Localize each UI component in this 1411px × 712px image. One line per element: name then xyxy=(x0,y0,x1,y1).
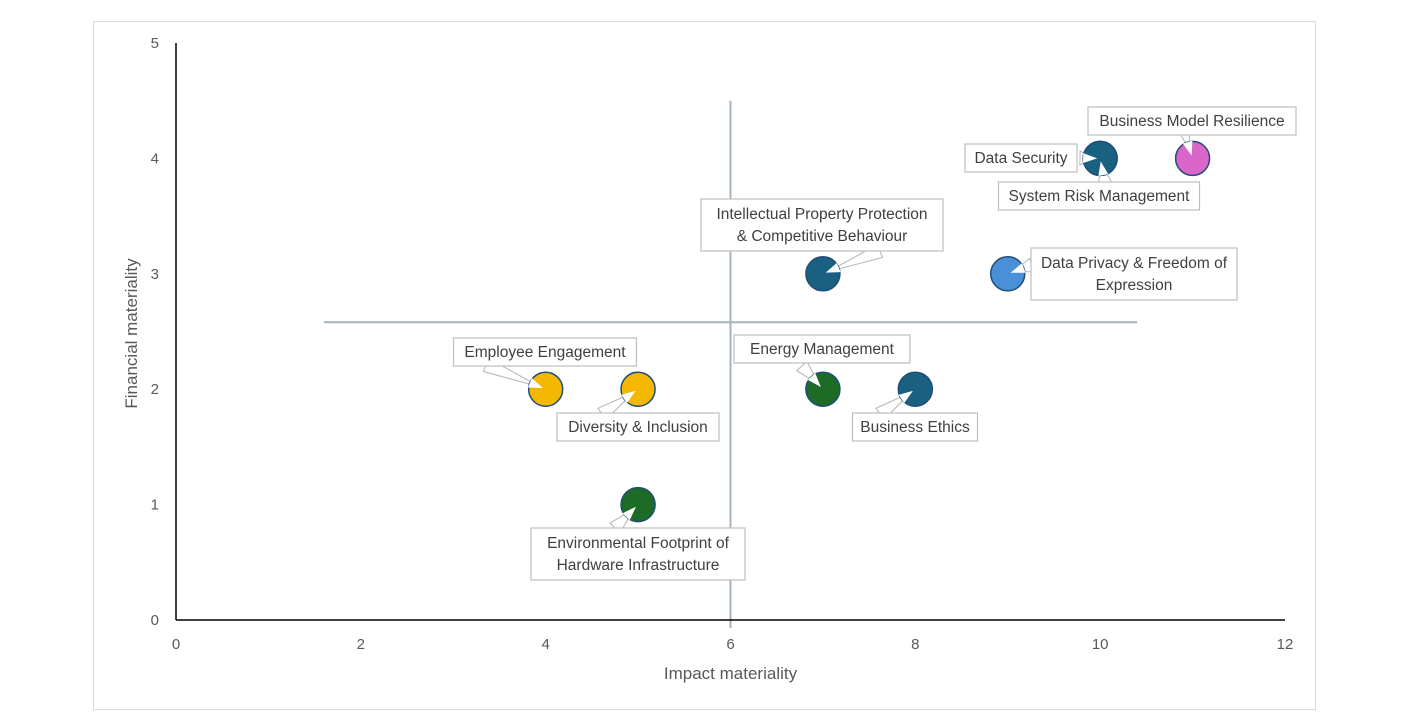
callout-box xyxy=(964,143,1078,173)
point-callout: Data Security xyxy=(964,143,1096,173)
scatter-point xyxy=(805,256,841,292)
point-callout: System Risk Management xyxy=(997,162,1201,211)
point-label: Business Ethics xyxy=(860,419,970,436)
point-callout: Environmental Footprint of Hardware Infra… xyxy=(530,507,746,581)
point-callout: Employee Engagement xyxy=(452,337,638,388)
point-label: & Competitive Behaviour xyxy=(737,228,908,245)
callout-pointer-tip xyxy=(621,390,636,403)
callout-box xyxy=(1030,247,1238,301)
point-label: Hardware Infrastructure xyxy=(557,557,720,574)
point-label: Environmental Footprint of xyxy=(547,535,729,552)
callout-pointer-tip xyxy=(1098,161,1109,177)
y-axis-title: Financial materiality xyxy=(122,258,141,409)
chart-frame xyxy=(93,21,1316,710)
point-label: Business Model Resilience xyxy=(1099,113,1284,130)
point-callout: Data Privacy & Freedom of Expression xyxy=(1011,247,1238,301)
x-tick-label: 6 xyxy=(726,636,734,653)
y-tick-label: 3 xyxy=(151,266,159,283)
x-tick-label: 0 xyxy=(172,636,180,653)
scatter-point xyxy=(990,256,1026,292)
callout-pointer-tip xyxy=(622,506,636,521)
point-label: Intellectual Property Protection xyxy=(716,206,927,223)
x-tick-label: 12 xyxy=(1277,636,1294,653)
x-tick-label: 10 xyxy=(1092,636,1109,653)
callout-pointer-tip xyxy=(807,373,821,387)
y-tick-label: 4 xyxy=(151,150,159,167)
callout-pointer-tip xyxy=(825,262,841,273)
point-callout: Intellectual Property Protection & Compet… xyxy=(700,198,944,273)
callout-box xyxy=(530,527,746,581)
point-label: Data Security xyxy=(974,150,1067,167)
x-tick-label: 2 xyxy=(357,636,365,653)
point-label: Expression xyxy=(1096,277,1173,294)
point-label: Employee Engagement xyxy=(464,344,626,361)
point-label: Data Privacy & Freedom of xyxy=(1041,255,1228,272)
scatter-point xyxy=(1174,140,1211,177)
callout-box xyxy=(851,412,979,442)
point-label: System Risk Management xyxy=(1009,188,1191,205)
y-tick-label: 0 xyxy=(151,612,159,629)
callout-box xyxy=(1087,106,1297,136)
y-tick-label: 1 xyxy=(151,497,159,514)
callout-box xyxy=(733,334,911,364)
callout-pointer-tip xyxy=(1010,263,1026,273)
callout-pointer-tip xyxy=(1083,153,1098,164)
point-label: Energy Management xyxy=(750,341,895,358)
point-callout: Energy Management xyxy=(733,334,911,387)
callout-box xyxy=(700,198,944,252)
point-label: Diversity & Inclusion xyxy=(568,419,708,436)
y-tick-label: 2 xyxy=(151,381,159,398)
callout-pointer-tip xyxy=(898,390,913,404)
callout-box xyxy=(556,412,720,442)
callout-pointer-tip xyxy=(1182,140,1193,156)
x-tick-label: 8 xyxy=(911,636,919,653)
point-callout: Business Model Resilience xyxy=(1087,106,1297,153)
scatter-point xyxy=(527,371,564,407)
callout-box xyxy=(452,337,638,367)
x-axis-title: Impact materiality xyxy=(664,664,798,683)
callout-pointer-tip xyxy=(528,378,543,389)
x-tick-label: 4 xyxy=(541,636,549,653)
y-tick-label: 5 xyxy=(151,35,159,52)
callout-box xyxy=(997,181,1201,211)
